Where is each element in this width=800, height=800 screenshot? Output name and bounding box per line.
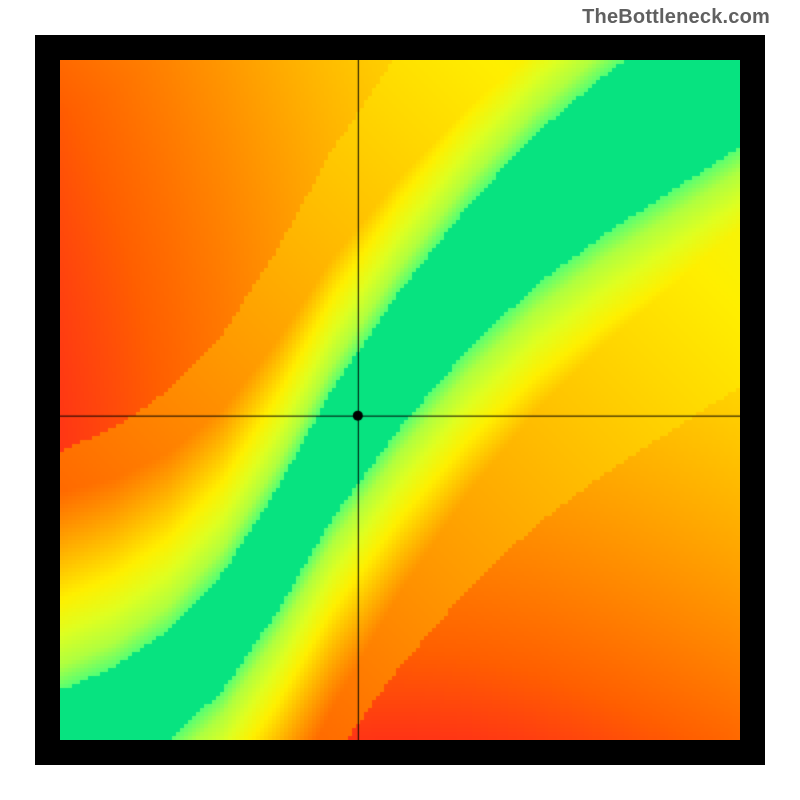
watermark-text: TheBottleneck.com: [582, 6, 770, 29]
bottleneck-heatmap: [60, 60, 740, 740]
chart-frame: [35, 35, 765, 765]
page-container: TheBottleneck.com: [0, 0, 800, 800]
